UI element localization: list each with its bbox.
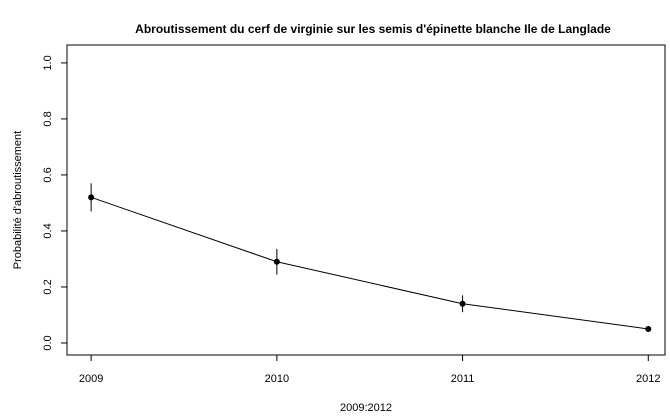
point <box>88 194 95 201</box>
x-tick-label: 2009 <box>79 373 103 385</box>
chart-title: Abroutissement du cerf de virginie sur l… <box>135 22 611 36</box>
point <box>273 258 280 265</box>
y-tick-label: 0.2 <box>42 279 54 294</box>
x-tick-label: 2012 <box>636 373 660 385</box>
y-tick-label: 0.8 <box>42 111 54 126</box>
y-tick-label: 0.6 <box>42 167 54 182</box>
point <box>645 325 652 332</box>
line <box>90 196 649 330</box>
x-tick-label: 2010 <box>265 373 289 385</box>
point <box>459 300 466 307</box>
y-axis-label: Probabilité d'abroutissement <box>12 131 24 269</box>
y-tick-label: 0.4 <box>42 223 54 238</box>
x-tick-label: 2011 <box>451 373 475 385</box>
x-axis-label: 2009:2012 <box>340 402 392 414</box>
y-tick-label: 1.0 <box>42 55 54 70</box>
plot-box <box>66 44 666 356</box>
y-tick-label: 0.0 <box>42 335 54 350</box>
